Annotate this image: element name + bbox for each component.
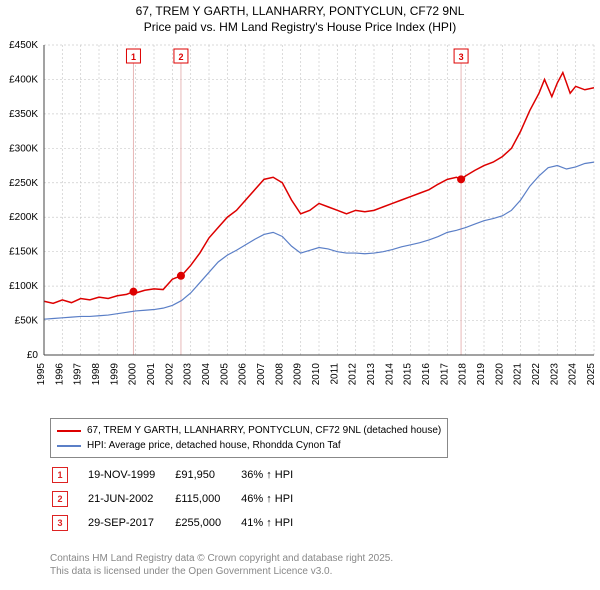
chart-container: 67, TREM Y GARTH, LLANHARRY, PONTYCLUN, … bbox=[0, 0, 600, 590]
x-tick-label: 2019 bbox=[476, 363, 487, 386]
legend: 67, TREM Y GARTH, LLANHARRY, PONTYCLUN, … bbox=[50, 418, 448, 458]
x-tick-label: 2016 bbox=[421, 363, 432, 386]
sale-row-marker: 1 bbox=[52, 467, 68, 483]
x-tick-label: 2004 bbox=[201, 363, 212, 386]
x-tick-label: 2001 bbox=[146, 363, 157, 386]
x-tick-label: 2021 bbox=[513, 363, 524, 386]
y-tick-label: £150K bbox=[9, 247, 38, 258]
sale-pct: 41% ↑ HPI bbox=[241, 512, 311, 534]
chart-svg: £0 £50K £100K £150K £200K £250K £300K £350K £400… bbox=[0, 35, 600, 415]
sale-date: 29-SEP-2017 bbox=[88, 512, 173, 534]
footer-line-2: This data is licensed under the Open Gov… bbox=[50, 566, 332, 577]
sale-row: 1 19-NOV-1999£91,95036% ↑ HPI bbox=[52, 464, 311, 486]
x-tick-label: 1999 bbox=[109, 363, 120, 386]
x-tick-label: 2008 bbox=[274, 363, 285, 386]
x-tick-label: 2012 bbox=[348, 363, 359, 386]
y-tick-label: £350K bbox=[9, 109, 38, 120]
sales-table: 1 19-NOV-1999£91,95036% ↑ HPI 2 21-JUN-2002… bbox=[50, 462, 313, 536]
sale-date: 19-NOV-1999 bbox=[88, 464, 173, 486]
sale-date: 21-JUN-2002 bbox=[88, 488, 173, 510]
x-tick-label: 2006 bbox=[238, 363, 249, 386]
sale-marker-number: 1 bbox=[131, 52, 136, 62]
x-tick-label: 1997 bbox=[73, 363, 84, 386]
sale-pct: 36% ↑ HPI bbox=[241, 464, 311, 486]
x-tick-label: 2009 bbox=[293, 363, 304, 386]
y-tick-label: £300K bbox=[9, 144, 38, 155]
y-tick-label: £0 bbox=[27, 350, 39, 361]
chart-title: 67, TREM Y GARTH, LLANHARRY, PONTYCLUN, … bbox=[0, 0, 600, 35]
sale-marker-number: 2 bbox=[178, 52, 183, 62]
x-tick-label: 1995 bbox=[36, 363, 47, 386]
sale-marker-dot bbox=[457, 176, 465, 184]
x-tick-label: 1998 bbox=[91, 363, 102, 386]
x-tick-label: 1996 bbox=[54, 363, 65, 386]
x-tick-label: 2015 bbox=[403, 363, 414, 386]
sale-marker-dot bbox=[177, 272, 185, 280]
footer-note: Contains HM Land Registry data © Crown c… bbox=[50, 552, 393, 578]
x-tick-label: 2022 bbox=[531, 363, 542, 386]
x-tick-label: 2018 bbox=[458, 363, 469, 386]
legend-swatch bbox=[57, 430, 81, 432]
series-property bbox=[44, 73, 594, 304]
x-tick-label: 2013 bbox=[366, 363, 377, 386]
legend-item: HPI: Average price, detached house, Rhon… bbox=[57, 438, 441, 453]
sale-row-marker: 2 bbox=[52, 491, 68, 507]
x-tick-label: 2002 bbox=[164, 363, 175, 386]
y-tick-label: £100K bbox=[9, 281, 38, 292]
sale-row: 2 21-JUN-2002£115,00046% ↑ HPI bbox=[52, 488, 311, 510]
x-tick-label: 2010 bbox=[311, 363, 322, 386]
x-tick-label: 2014 bbox=[384, 363, 395, 386]
x-tick-label: 2023 bbox=[549, 363, 560, 386]
sale-price: £91,950 bbox=[175, 464, 239, 486]
y-tick-label: £50K bbox=[15, 316, 39, 327]
x-tick-label: 2024 bbox=[568, 363, 579, 386]
sale-price: £115,000 bbox=[175, 488, 239, 510]
title-line-1: 67, TREM Y GARTH, LLANHARRY, PONTYCLUN, … bbox=[136, 4, 465, 18]
sale-row: 3 29-SEP-2017£255,00041% ↑ HPI bbox=[52, 512, 311, 534]
legend-label: HPI: Average price, detached house, Rhon… bbox=[87, 438, 341, 453]
x-tick-label: 2005 bbox=[219, 363, 230, 386]
y-tick-label: £200K bbox=[9, 212, 38, 223]
y-tick-label: £250K bbox=[9, 178, 38, 189]
sale-marker-number: 3 bbox=[459, 52, 464, 62]
sale-price: £255,000 bbox=[175, 512, 239, 534]
x-tick-label: 2017 bbox=[439, 363, 450, 386]
x-tick-label: 2011 bbox=[329, 363, 340, 385]
title-line-2: Price paid vs. HM Land Registry's House … bbox=[144, 20, 456, 34]
sale-pct: 46% ↑ HPI bbox=[241, 488, 311, 510]
chart-area: £0 £50K £100K £150K £200K £250K £300K £350K £400… bbox=[0, 35, 600, 415]
legend-swatch bbox=[57, 445, 81, 447]
x-tick-label: 2020 bbox=[494, 363, 505, 386]
x-tick-label: 2003 bbox=[183, 363, 194, 386]
footer-line-1: Contains HM Land Registry data © Crown c… bbox=[50, 553, 393, 564]
x-tick-label: 2025 bbox=[586, 363, 597, 386]
sale-marker-dot bbox=[129, 288, 137, 296]
legend-item: 67, TREM Y GARTH, LLANHARRY, PONTYCLUN, … bbox=[57, 423, 441, 438]
x-tick-label: 2000 bbox=[128, 363, 139, 386]
sale-row-marker: 3 bbox=[52, 515, 68, 531]
legend-label: 67, TREM Y GARTH, LLANHARRY, PONTYCLUN, … bbox=[87, 423, 441, 438]
y-tick-label: £400K bbox=[9, 75, 38, 86]
y-tick-label: £450K bbox=[9, 40, 38, 51]
x-tick-label: 2007 bbox=[256, 363, 267, 386]
